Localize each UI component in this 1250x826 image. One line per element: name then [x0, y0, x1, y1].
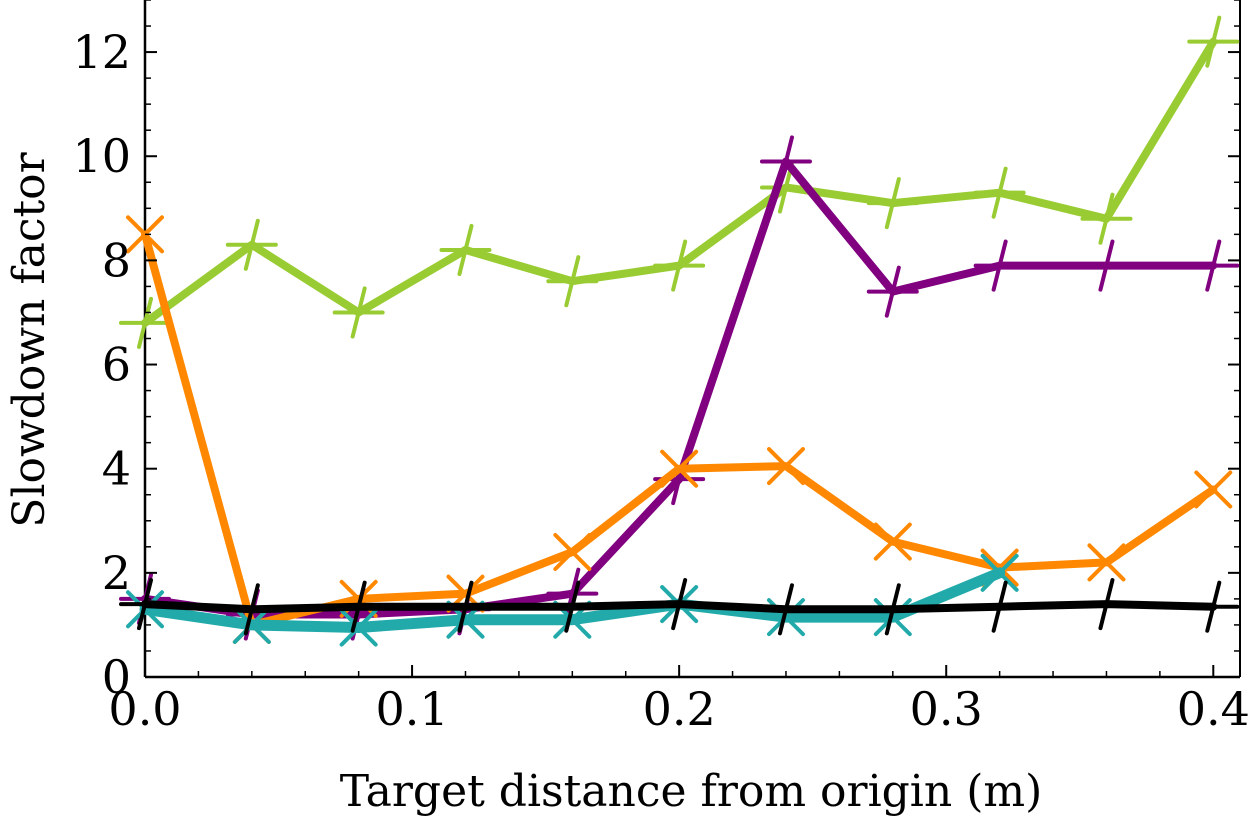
data-point-green — [1187, 15, 1240, 68]
x-tick-label: 0.3 — [910, 682, 983, 736]
series-line-green — [141, 37, 1218, 327]
y-tick-label: 8 — [102, 233, 131, 287]
data-point-green — [439, 223, 492, 276]
y-axis-title: Slowdown factor — [4, 151, 55, 527]
data-point-black — [546, 580, 599, 633]
series-black — [119, 578, 1240, 636]
data-point-black — [119, 578, 171, 631]
data-point-green — [225, 218, 278, 271]
series-line-purple — [141, 157, 1218, 619]
data-point-black — [1080, 578, 1133, 631]
data-point-black — [866, 583, 919, 636]
data-point-purple — [1080, 239, 1133, 292]
data-point-orange — [766, 447, 805, 486]
data-point-green — [973, 166, 1026, 219]
data-point-green — [119, 296, 171, 349]
data-point-black — [973, 580, 1026, 633]
x-tick-label: 0.1 — [375, 682, 448, 736]
x-tick-label: 0.0 — [108, 682, 181, 736]
data-point-teal — [339, 608, 378, 647]
data-point-green — [332, 286, 385, 339]
data-point-green — [653, 239, 706, 292]
data-point-green — [866, 177, 919, 230]
data-point-green — [1080, 192, 1133, 245]
plot-frame — [143, 0, 1241, 679]
y-tick-label: 2 — [102, 546, 131, 600]
x-tick-label: 0.4 — [1177, 682, 1250, 736]
series-green — [119, 15, 1240, 349]
x-tick-label: 0.2 — [643, 682, 716, 736]
data-point-black — [653, 578, 706, 631]
data-point-green — [546, 255, 599, 308]
data-point-black — [1187, 580, 1240, 633]
series-orange — [126, 215, 1233, 644]
x-axis-title: Target distance from origin (m) — [340, 766, 1043, 817]
data-point-orange — [1087, 543, 1126, 582]
series-layer — [119, 15, 1240, 647]
data-point-teal — [232, 605, 271, 644]
data-point-orange — [1194, 470, 1233, 509]
series-line-orange — [141, 230, 1218, 629]
data-point-purple — [1187, 239, 1240, 292]
data-point-black — [439, 580, 492, 633]
data-point-black — [225, 583, 278, 636]
data-point-purple — [866, 265, 919, 318]
data-point-orange — [553, 533, 592, 572]
data-point-orange — [660, 449, 699, 488]
data-point-orange — [873, 522, 912, 561]
y-tick-label: 10 — [72, 129, 131, 183]
data-point-black — [332, 580, 385, 633]
data-point-teal — [980, 553, 1019, 592]
ticks-layer: 0 2 4 6 8 10 12 0.0 0.1 0.2 0.3 0.4 — [72, 0, 1250, 736]
data-point-purple — [973, 239, 1026, 292]
y-tick-label: 4 — [102, 442, 131, 496]
y-tick-label: 12 — [72, 25, 131, 79]
data-point-purple — [759, 135, 812, 188]
data-point-black — [759, 583, 812, 636]
y-tick-label: 0 — [102, 650, 131, 704]
y-tick-label: 6 — [102, 338, 131, 392]
